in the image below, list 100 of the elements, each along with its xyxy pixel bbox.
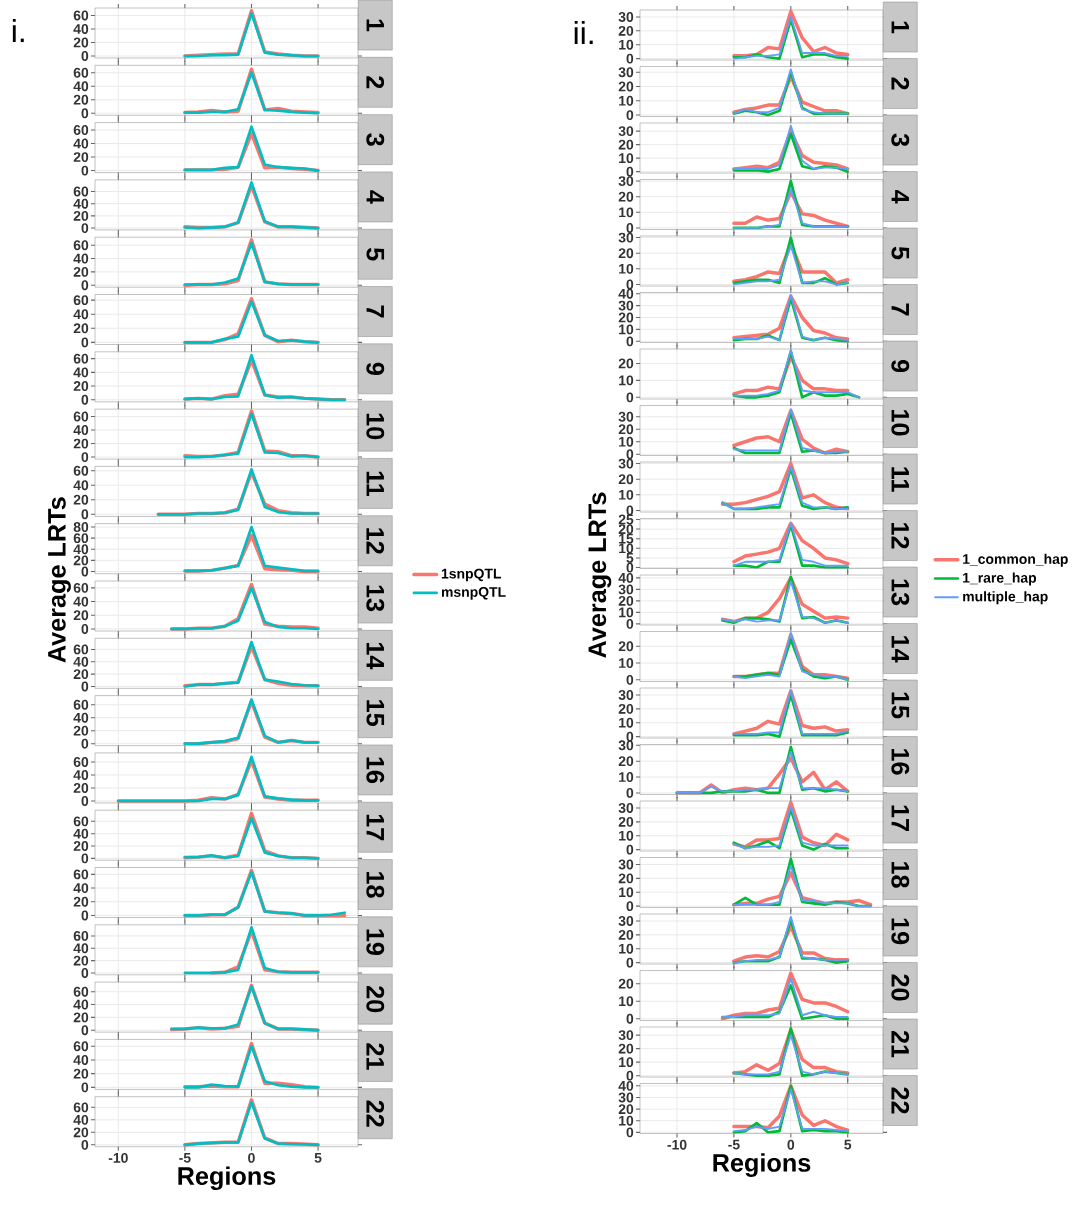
y-tick-label: 0 [81, 681, 89, 692]
y-tick-label: 10 [619, 543, 634, 554]
y-tick-label: 60 [73, 411, 89, 422]
y-tick-label: 60 [73, 240, 89, 251]
y-tick-label: 0 [81, 337, 89, 348]
y-tick-label: 0 [626, 1127, 634, 1138]
chart-title: 9 [366, 362, 385, 375]
y-tick-label: 60 [73, 644, 89, 655]
y-tick-label: 0 [626, 110, 634, 121]
text: i. [12, 18, 24, 43]
y-tick-label: 40 [73, 943, 89, 954]
chart-title: 2 [891, 77, 910, 90]
y-tick-label: 0 [81, 738, 89, 749]
y-tick-label: 0 [81, 509, 89, 520]
y-tick-label: 20 [618, 756, 634, 767]
y-tick-label: 0 [81, 452, 89, 463]
y-tick-label: 20 [73, 37, 89, 48]
chart-title: 17 [891, 805, 909, 831]
y-tick-label: 60 [73, 1102, 89, 1113]
y-tick-label: 30 [618, 67, 634, 78]
y-tick-label: 20 [73, 266, 89, 277]
y-tick-label: 30 [618, 12, 634, 22]
y-tick-label: 60 [73, 757, 89, 767]
y-tick-label: 30 [618, 916, 634, 926]
y-tick-label: 20 [73, 610, 89, 621]
y-tick-label: 5 [626, 553, 634, 563]
x-tick-label: 0 [787, 1139, 795, 1150]
y-tick-label: 60 [73, 869, 89, 880]
chart-title: 10 [891, 410, 910, 436]
y-tick-label: 0 [626, 223, 634, 233]
y-tick-label: 40 [73, 480, 89, 491]
chart-title: 15 [891, 692, 910, 719]
x-axis-title: Regions [713, 1153, 811, 1177]
y-tick-label: 0 [626, 731, 634, 742]
y-tick-label: 0 [626, 392, 634, 403]
y-tick-label: 10 [619, 39, 634, 50]
y-tick-label: 20 [73, 94, 89, 105]
y-tick-label: 20 [73, 555, 89, 566]
y-tick-label: 0 [626, 449, 634, 460]
y-tick-label: 60 [73, 186, 89, 197]
chart-title: 10 [366, 413, 385, 440]
y-tick-label: 40 [73, 544, 89, 555]
y-axis-title: Average LRTs [48, 497, 71, 663]
chart-title: 16 [891, 749, 910, 775]
y-tick-label: 40 [73, 596, 89, 607]
y-tick-label: 40 [73, 883, 89, 894]
y-tick-label: 40 [618, 288, 634, 299]
chart-title: 12 [891, 523, 910, 549]
y-tick-label: 0 [81, 566, 89, 577]
y-tick-label: 40 [73, 999, 89, 1010]
chart-title: 12 [366, 528, 385, 554]
y-tick-label: 40 [73, 198, 89, 209]
y-tick-label: 0 [626, 279, 634, 290]
chart-title: 17 [366, 814, 384, 841]
chart-title: 21 [891, 1030, 910, 1058]
y-tick-label: 40 [73, 828, 89, 839]
y-tick-label: 10 [619, 263, 634, 274]
y-tick-label: 20 [73, 1127, 89, 1138]
y-tick-label: 30 [618, 740, 634, 751]
y-tick-label: 20 [618, 248, 634, 259]
y-tick-label: 40 [73, 656, 89, 667]
chart-title: 4 [366, 190, 384, 204]
y-tick-label: 0 [81, 796, 89, 806]
x-tick-label: -5 [728, 1139, 740, 1150]
y-tick-label: 40 [73, 24, 89, 34]
y-tick-label: 0 [81, 853, 89, 864]
y-tick-label: 40 [73, 138, 89, 149]
y-tick-label: 40 [618, 572, 634, 583]
y-tick-label: 30 [618, 176, 634, 187]
y-tick-label: 40 [73, 1055, 89, 1065]
y-tick-label: 0 [626, 336, 634, 347]
y-tick-label: 0 [626, 787, 634, 798]
chart-title: 5 [366, 247, 385, 261]
y-tick-label: 30 [618, 690, 634, 700]
y-tick-label: 20 [73, 323, 89, 334]
chart-title: 1 [366, 19, 384, 32]
y-tick-label: 10 [619, 607, 634, 618]
y-tick-label: 20 [73, 955, 89, 966]
y-tick-label: 0 [626, 674, 634, 685]
y-tick-label: 10 [619, 658, 634, 668]
y-tick-label: 60 [73, 1041, 89, 1052]
y-tick-label: 20 [73, 725, 89, 736]
chart-title: 5 [891, 246, 910, 260]
y-tick-label: 60 [73, 67, 89, 78]
y-tick-label: 30 [618, 1092, 634, 1103]
y-tick-label: 40 [73, 309, 89, 320]
y-tick-label: 80 [73, 522, 89, 532]
y-tick-label: 0 [81, 1025, 89, 1036]
y-tick-label: 10 [619, 1057, 634, 1068]
y-tick-label: 10 [619, 375, 634, 386]
y-tick-label: 20 [73, 841, 89, 851]
y-tick-label: 0 [626, 618, 634, 629]
chart-title: 16 [366, 757, 385, 784]
y-tick-label: 0 [81, 910, 89, 921]
y-tick-label: 10 [619, 153, 634, 164]
text: ii. [574, 20, 593, 45]
y-tick-label: 30 [618, 584, 634, 595]
y-tick-label: 0 [81, 51, 89, 61]
x-axis-title: Regions [178, 1166, 276, 1191]
chart-title: 14 [891, 636, 909, 663]
